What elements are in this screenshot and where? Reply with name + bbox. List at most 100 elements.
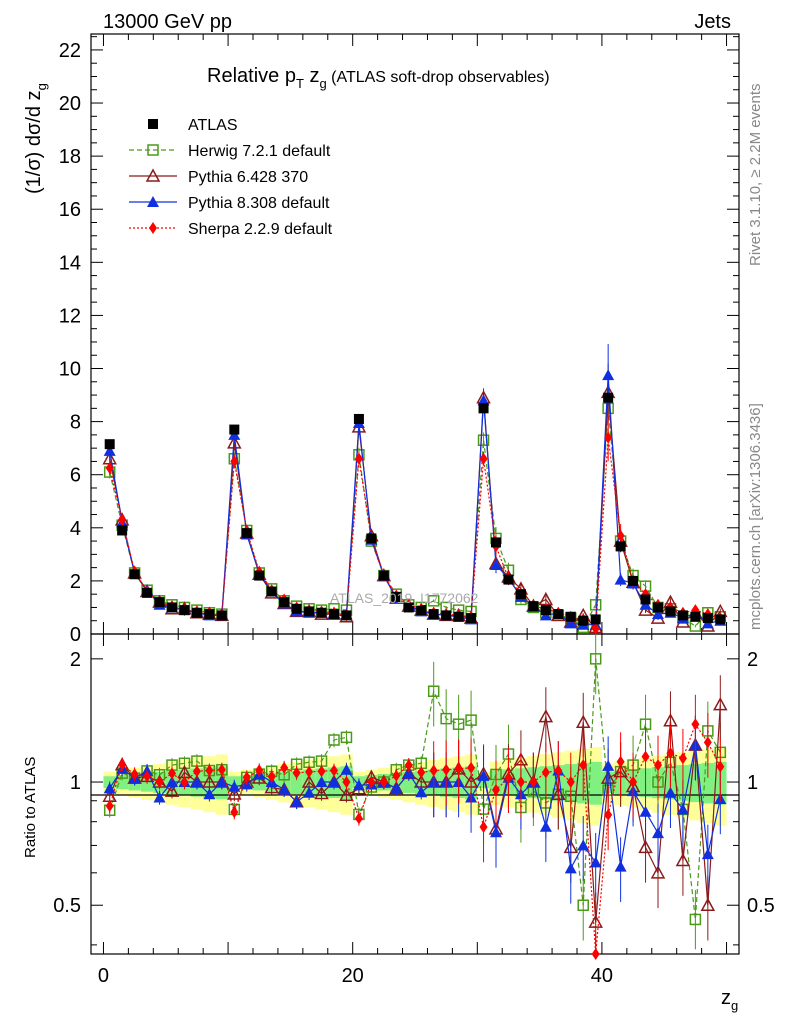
data-point: [191, 607, 202, 618]
data-point: [378, 570, 389, 581]
ratio-point: [155, 776, 164, 789]
data-point: [229, 424, 240, 435]
data-point: [241, 528, 252, 539]
ratio-point: [716, 760, 725, 773]
data-point: [615, 541, 626, 552]
data-point: [540, 605, 551, 616]
data-point: [118, 513, 127, 526]
data-point: [416, 605, 427, 616]
data-point: [254, 570, 265, 581]
data-point: [154, 597, 165, 608]
data-point: [515, 589, 526, 600]
ratio-point: [529, 776, 538, 789]
y-tick-label: 6: [70, 465, 81, 487]
side-label-rivet: Rivet 3.1.10, ≥ 2.2M events: [747, 84, 764, 267]
ratio-point: [639, 805, 652, 817]
ratio-point: [168, 767, 176, 780]
ratio-point: [330, 764, 338, 777]
ratio-point: [589, 856, 602, 868]
y-tick-label: 10: [59, 359, 81, 381]
ratio-point: [604, 808, 613, 821]
data-point: [652, 608, 664, 620]
data-point: [428, 609, 439, 620]
ratio-tick-label: 1: [747, 772, 758, 794]
data-point: [491, 537, 501, 548]
data-point: [604, 431, 613, 444]
ratio-point: [203, 788, 216, 800]
data-point: [640, 594, 651, 605]
ratio-point: [429, 764, 438, 777]
ratio-point: [629, 776, 638, 789]
y-tick-label: 12: [59, 305, 81, 327]
ratio-point: [700, 897, 716, 911]
legend-marker: [147, 144, 159, 156]
ratio-point: [539, 820, 552, 832]
ratio-point: [390, 782, 403, 794]
side-label-mcplots: mcplots.cern.ch [arXiv:1306.3436]: [747, 403, 764, 630]
title-sub2: g: [319, 76, 326, 91]
ratio-point: [317, 765, 326, 778]
data-point: [602, 369, 615, 381]
data-point: [614, 573, 627, 585]
ratio-point: [415, 786, 428, 798]
ratio-series-layer: [102, 634, 728, 960]
ratio-point: [404, 759, 413, 772]
ratio-point: [577, 899, 589, 911]
data-point: [477, 394, 490, 406]
ratio-point: [340, 731, 353, 744]
ratio-point: [379, 776, 388, 789]
ratio-point: [602, 759, 615, 771]
data-point: [589, 599, 602, 611]
ratio-point: [479, 820, 488, 833]
data-point: [353, 413, 364, 424]
axis-ticks: [91, 34, 739, 954]
ratio-tick-label: 0.5: [747, 895, 775, 917]
ratio-point: [691, 718, 700, 731]
y-tick-label: 22: [59, 40, 81, 62]
ratio-point: [166, 776, 178, 788]
legend-label: Sherpa 2.2.9 default: [188, 221, 333, 238]
legend-marker: [145, 168, 161, 182]
data-point: [329, 609, 339, 620]
ratio-point: [417, 766, 426, 779]
y-tick-label: 4: [70, 518, 81, 540]
ratio-point: [278, 783, 291, 795]
ratio-point: [701, 848, 714, 860]
data-point: [403, 602, 414, 613]
data-point: [690, 611, 701, 622]
ratio-point: [105, 799, 114, 812]
ratio-point: [192, 765, 201, 778]
legend-label: Pythia 6.428 370: [188, 169, 308, 186]
data-point: [553, 609, 564, 620]
ratio-point: [666, 747, 675, 760]
ratio-point: [541, 766, 550, 779]
ratio-point: [280, 761, 289, 774]
ratio-point: [153, 791, 166, 803]
ratio-point: [465, 714, 477, 726]
ratio-point: [504, 771, 513, 784]
ratio-point: [180, 776, 189, 789]
y-tick-label: 18: [59, 146, 81, 168]
ratio-line: [109, 722, 721, 955]
ratio-point: [675, 852, 691, 867]
data-point: [578, 615, 589, 626]
ratio-point: [616, 755, 625, 768]
ratio-tick-label: 2: [747, 649, 758, 671]
data-point: [565, 611, 576, 622]
data-point: [179, 605, 190, 616]
ratio-line: [109, 704, 721, 923]
ratio-point: [490, 826, 502, 838]
ratio-point: [652, 827, 664, 839]
data-point: [466, 613, 477, 624]
data-point: [142, 587, 153, 598]
ratio-point: [703, 736, 712, 749]
data-point: [230, 455, 239, 468]
y-tick-label: 20: [59, 93, 81, 115]
data-point: [341, 610, 352, 621]
data-point: [279, 597, 290, 608]
data-point: [453, 611, 464, 622]
data-point: [167, 602, 177, 613]
main-y-axis-label: (1/σ) dσ/d zg: [23, 83, 49, 194]
data-point: [677, 610, 688, 621]
ratio-point: [477, 769, 490, 781]
